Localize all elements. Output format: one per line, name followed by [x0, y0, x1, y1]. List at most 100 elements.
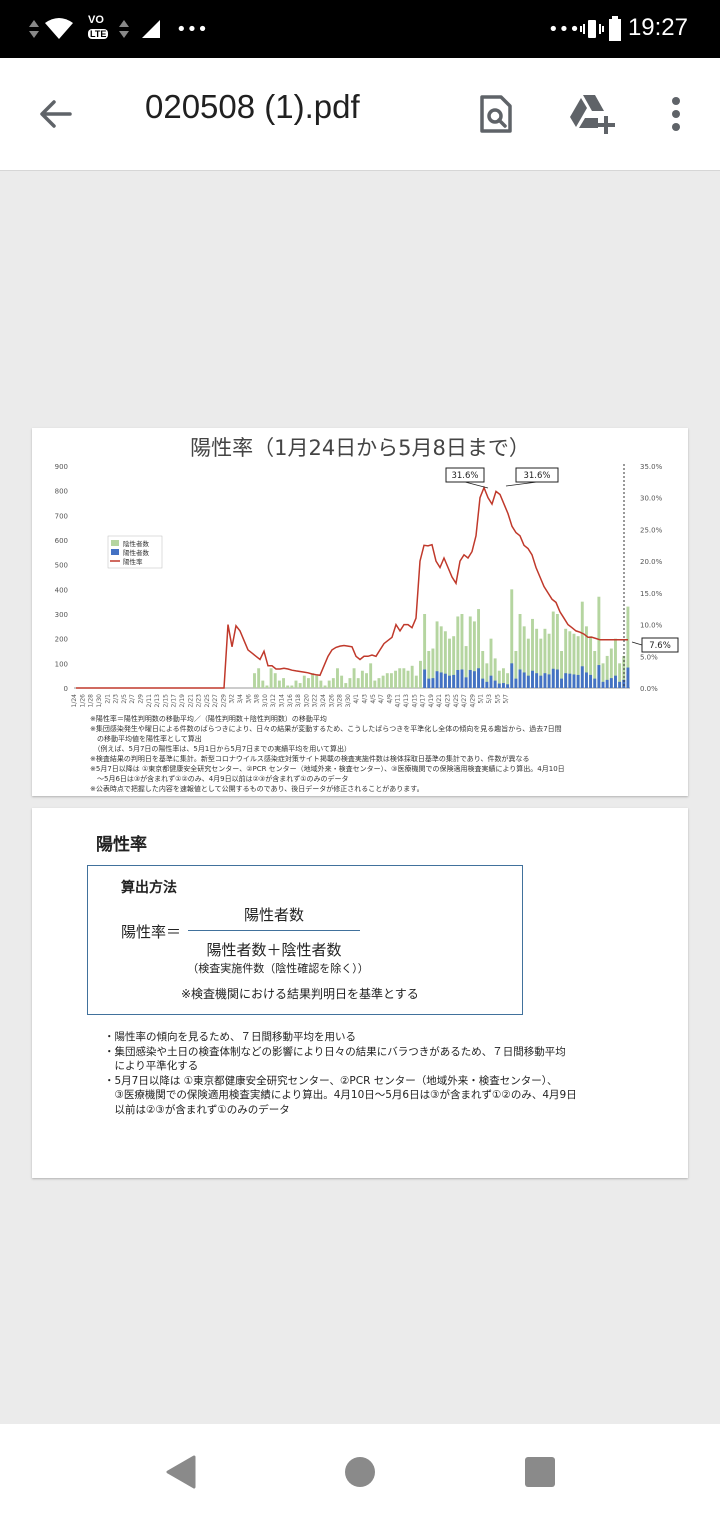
negative-bar [298, 683, 302, 688]
negative-bar [435, 621, 439, 688]
positive-bar [456, 669, 460, 688]
positive-bar [522, 672, 526, 688]
positive-bar [506, 684, 510, 688]
more-notifications-icon: ••• [548, 18, 580, 40]
positive-bar [626, 667, 630, 688]
x-tick-label: 5/3 [486, 694, 493, 704]
x-tick-label: 3/14 [279, 694, 286, 708]
positive-bar [431, 678, 435, 688]
y2-tick-label: 10.0% [640, 622, 663, 630]
negative-bar [522, 626, 526, 688]
negative-bar [431, 648, 435, 688]
y2-tick-label: 0.0% [640, 685, 658, 693]
negative-bar [331, 678, 335, 688]
negative-bar [605, 655, 609, 688]
nav-home-button[interactable] [340, 1452, 380, 1492]
chart-notes: ※陽性率＝陽性判明数の移動平均／（陽性判明数＋陰性判明数）の移動平均 ※集団感染… [90, 714, 686, 794]
x-tick-label: 3/16 [287, 694, 294, 708]
legend-label: 陰性者数 [123, 539, 150, 548]
positive-bar [535, 673, 539, 688]
negative-bar [443, 631, 447, 688]
x-tick-label: 2/23 [196, 694, 203, 708]
negative-bar [622, 655, 626, 688]
x-tick-label: 3/26 [328, 694, 335, 708]
data-arrows-icon [28, 0, 40, 58]
negative-bar [560, 651, 563, 688]
x-tick-label: 4/13 [403, 694, 410, 708]
negative-bar [481, 651, 485, 688]
negative-bar [290, 685, 294, 688]
y-tick-label: 400 [55, 586, 68, 594]
negative-bar [518, 614, 522, 688]
x-tick-label: 4/17 [420, 694, 427, 708]
positive-bar [518, 669, 522, 688]
x-tick-label: 5/1 [478, 694, 485, 704]
note-line: の移動平均値を陽性率として算出 [90, 735, 202, 743]
note-line: ※5月7日以降は ①東京都健康安全研究センター、②PCR センター（地域外来・検… [90, 765, 565, 773]
nav-recents-icon [525, 1457, 555, 1487]
positive-bar [423, 669, 427, 688]
y2-tick-label: 20.0% [640, 558, 663, 566]
y-tick-label: 900 [55, 463, 68, 471]
negative-bar [381, 675, 385, 688]
positivity-rate-line [76, 485, 628, 689]
negative-bar [348, 678, 352, 688]
annotation-leader [505, 481, 538, 487]
positive-bar [439, 672, 443, 688]
negative-bar [439, 626, 443, 688]
negative-bar [614, 638, 617, 688]
x-tick-label: 3/12 [270, 694, 277, 708]
app-bar: 020508 (1).pdf [0, 58, 720, 171]
add-to-drive-button[interactable] [566, 88, 618, 140]
x-tick-label: 2/25 [204, 694, 211, 708]
positive-bar [564, 673, 568, 688]
positive-bar [618, 681, 622, 688]
positivity-chart: 0 100 200 300 400 500 600 700 800 900 0.0% 5.0% 10.0… [55, 463, 679, 708]
negative-bar [253, 673, 256, 688]
negative-bar [356, 678, 360, 688]
bullet-item: ・集団感染や土日の検査体制などの影響により日々の結果にバラつきがあるため、７日間… [104, 1045, 566, 1058]
y-tick-label: 700 [55, 512, 68, 520]
positive-bar [605, 679, 609, 688]
positive-bar [477, 668, 481, 688]
annotation-leader [631, 641, 643, 646]
nav-back-button[interactable] [160, 1452, 200, 1492]
positive-bar [580, 666, 584, 688]
x-tick-label: 3/22 [312, 694, 319, 708]
positive-bar [510, 663, 514, 688]
nav-recents-button[interactable] [520, 1452, 560, 1492]
vibrate-icon [580, 0, 604, 58]
positive-bar [464, 677, 468, 688]
y2-tick-label: 30.0% [640, 495, 663, 503]
negative-bar [510, 589, 514, 688]
positive-bar [543, 673, 547, 688]
x-tick-label: 3/2 [229, 694, 236, 704]
negative-bar [535, 628, 539, 688]
overflow-menu-button[interactable] [650, 88, 702, 140]
find-in-page-icon [480, 95, 512, 133]
x-tick-label: 4/19 [428, 694, 435, 708]
more-vert-icon [672, 97, 680, 131]
negative-bar [472, 621, 476, 688]
x-tick-label: 2/21 [187, 694, 194, 708]
volte-icon: VO LTE [88, 0, 114, 58]
negative-bar [539, 638, 543, 688]
annotation-label: 31.6% [523, 471, 550, 481]
x-tick-label: 4/9 [386, 694, 393, 704]
legend-swatch [111, 540, 119, 546]
positive-bar [593, 678, 597, 688]
back-button[interactable] [30, 88, 82, 140]
x-tick-label: 4/21 [436, 694, 443, 708]
negative-bar [269, 668, 273, 688]
positive-bar [589, 674, 593, 688]
negative-bar [609, 648, 613, 688]
legend-label: 陽性率 [123, 557, 143, 566]
y-tick-label: 500 [55, 562, 68, 570]
y2-tick-label: 5.0% [640, 653, 658, 661]
search-in-document-button[interactable] [470, 88, 522, 140]
negative-bar [601, 663, 605, 688]
positive-bar [435, 671, 439, 688]
y-tick-label: 200 [55, 636, 68, 644]
system-nav-bar [0, 1424, 720, 1520]
negative-bar [340, 675, 344, 688]
